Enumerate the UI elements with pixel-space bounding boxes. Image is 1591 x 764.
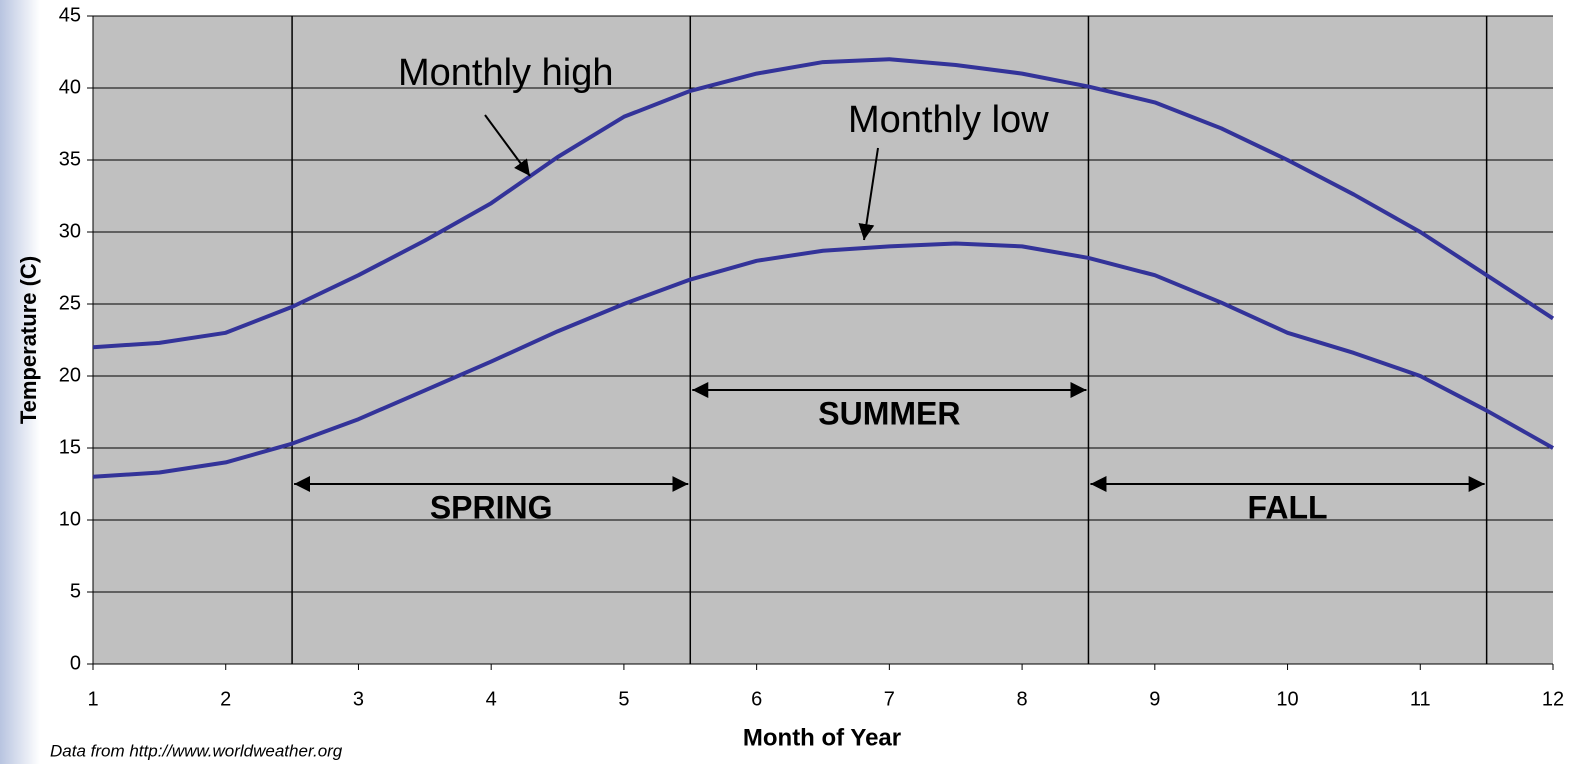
x-tick-label: 7 <box>884 688 895 710</box>
annotation-arrow <box>858 147 879 241</box>
season-label: FALL <box>1248 489 1328 525</box>
x-tick-label: 6 <box>751 688 762 710</box>
y-tick-label: 0 <box>70 652 81 674</box>
season-label: SPRING <box>430 489 553 525</box>
x-tick-label: 8 <box>1017 688 1028 710</box>
x-tick-label: 5 <box>618 688 629 710</box>
x-tick-label: 2 <box>220 688 231 710</box>
y-tick-label: 15 <box>59 436 81 458</box>
plot-area <box>93 16 1553 664</box>
series-line <box>92 241 1554 479</box>
season-label: SUMMER <box>818 395 960 431</box>
x-tick-label: 12 <box>1542 688 1564 710</box>
series-annotation: Monthly low <box>848 99 1049 141</box>
y-tick-label: 5 <box>70 580 81 602</box>
y-tick-label: 25 <box>59 292 81 314</box>
x-tick-label: 11 <box>1410 688 1431 710</box>
y-tick-label: 40 <box>59 76 81 98</box>
x-tick-label: 10 <box>1276 688 1298 710</box>
series-line <box>92 57 1555 350</box>
y-tick-label: 30 <box>59 220 81 242</box>
y-axis-title: Temperature (C) <box>16 256 41 424</box>
source-note: Data from http://www.worldweather.org <box>50 741 343 760</box>
annotation-arrow <box>484 114 531 177</box>
y-tick-label: 20 <box>59 364 81 386</box>
x-tick-label: 1 <box>87 688 98 710</box>
series-annotation: Monthly high <box>398 52 613 94</box>
background-strip <box>0 0 40 764</box>
x-tick-label: 9 <box>1149 688 1160 710</box>
y-tick-label: 10 <box>59 508 81 530</box>
x-tick-label: 3 <box>353 688 364 710</box>
y-tick-label: 35 <box>59 148 81 170</box>
y-tick-label: 45 <box>59 4 81 26</box>
x-axis-title: Month of Year <box>743 724 901 751</box>
x-tick-label: 4 <box>486 688 497 710</box>
